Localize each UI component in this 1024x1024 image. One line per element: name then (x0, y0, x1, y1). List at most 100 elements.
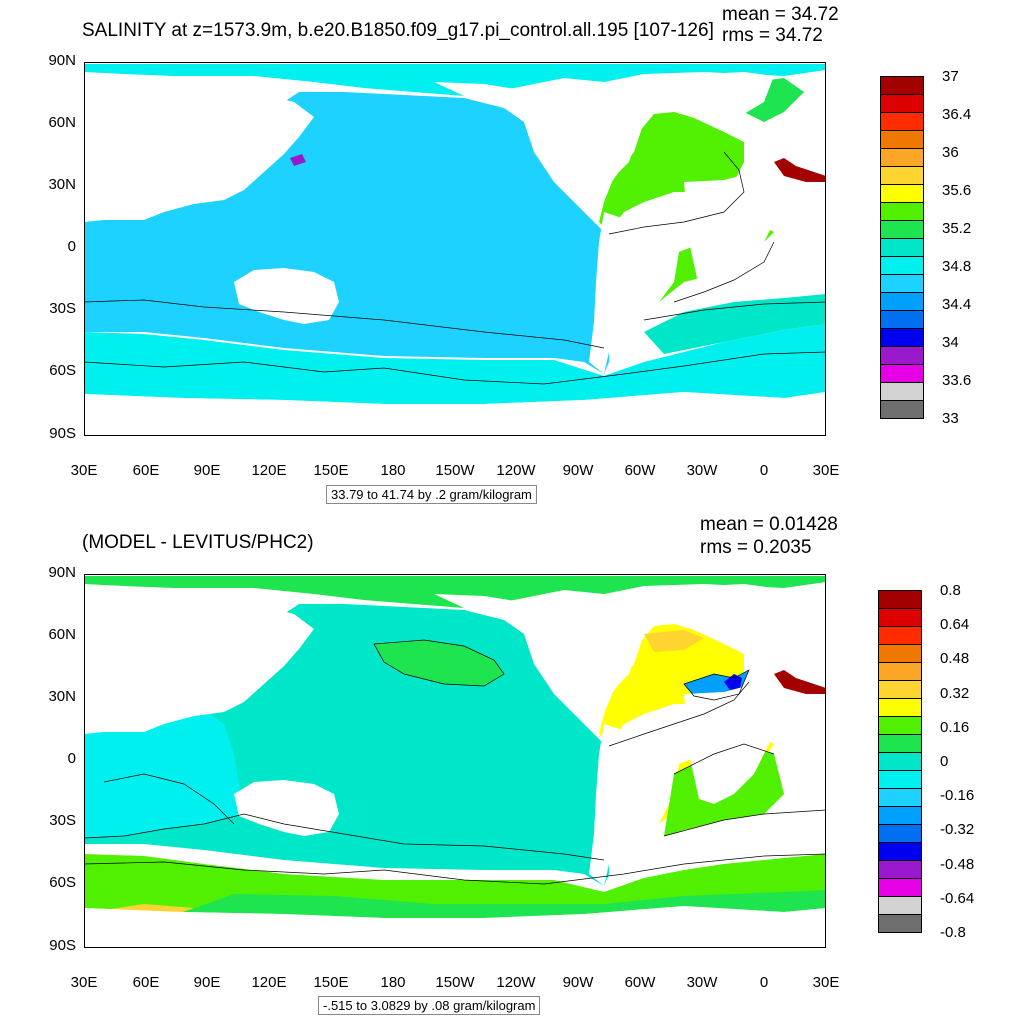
colorbar-label: 35.2 (942, 220, 972, 237)
x-tick-label: 90E (193, 462, 221, 479)
colorbar-box (880, 166, 924, 185)
y-tick-label: 0 (67, 750, 76, 767)
colorbar-box (878, 752, 922, 771)
colorbar-label: 36.4 (942, 106, 972, 123)
colorbar-box (880, 202, 924, 221)
y-tick-label: 60N (48, 114, 76, 131)
colorbar-label: -0.32 (940, 821, 975, 839)
colorbar-box (878, 608, 922, 627)
colorbar-box (878, 770, 922, 789)
x-tick-label: 30W (686, 974, 718, 991)
colorbar-label: 33.6 (942, 372, 972, 389)
x-tick-label: 60W (624, 974, 656, 991)
colorbar-label: -0.8 (940, 924, 966, 941)
panel-title: (MODEL - LEVITUS/PHC2) (82, 532, 314, 553)
x-tick-label: 150E (313, 974, 349, 991)
colorbar-box (880, 130, 924, 149)
mediterranean-outflow (774, 158, 826, 182)
x-tick-label: 180 (380, 974, 406, 991)
pacific-indian-ocean (84, 92, 609, 374)
contour-info-box: 33.79 to 41.74 by .2 gram/kilogram (326, 485, 537, 504)
y-tick-label: 30S (49, 300, 76, 317)
y-tick-label: 60N (48, 626, 76, 643)
colorbar-box (878, 590, 922, 609)
x-tick-label: 30W (686, 462, 718, 479)
colorbar-box (880, 364, 924, 383)
colorbar-label: 34.4 (942, 296, 972, 313)
greenland-land (704, 584, 774, 626)
panel-title: SALINITY at z=1573.9m, b.e20.B1850.f09_g… (82, 20, 714, 41)
colorbar-box (880, 274, 924, 293)
y-tick-label: 0 (67, 238, 76, 255)
contour-line (84, 853, 826, 885)
colorbar-box (878, 698, 922, 717)
colorbar-label: 35.6 (942, 182, 972, 199)
x-tick-label: 60E (132, 462, 160, 479)
greenland-land (704, 72, 774, 114)
colorbar-label: 0.16 (940, 718, 970, 736)
y-tick-label: 30S (49, 812, 76, 829)
y-tick-label: 30N (48, 176, 76, 193)
north-america-land (434, 82, 644, 202)
contour-line (84, 351, 826, 385)
okhotsk-patch (290, 154, 306, 166)
colorbar-box (880, 148, 924, 167)
contour-line (673, 743, 775, 775)
x-tick-label: 150W (435, 974, 475, 991)
colorbar-box (880, 256, 924, 275)
x-tick-label: 30E (812, 462, 840, 479)
x-tick-label: 90W (562, 462, 594, 479)
colorbar-label: 0.32 (940, 684, 970, 702)
eurasia-land (84, 586, 314, 734)
rms-label: rms = 0.2035 (700, 537, 812, 558)
x-tick-label: 30E (70, 462, 98, 479)
colorbar-box (878, 896, 922, 915)
x-tick-label: 60E (132, 974, 160, 991)
colorbar-label: 34 (942, 334, 959, 351)
southern-ocean-south (184, 890, 826, 918)
antarctica-land (84, 392, 826, 436)
y-tick-label: 90N (48, 564, 76, 581)
gulf-stream-core (724, 674, 742, 690)
rms-label: rms = 34.72 (722, 25, 823, 46)
contour-line (608, 681, 750, 747)
australia-land (234, 780, 339, 836)
difference-map (84, 576, 826, 948)
colorbar-label: 0.64 (940, 616, 970, 634)
antarctica-land (84, 906, 826, 948)
colorbar-box (880, 112, 924, 131)
colorbar-label: 34.8 (942, 258, 972, 275)
south-america-land (589, 212, 674, 374)
africa-land (684, 674, 784, 804)
africa-land (684, 162, 784, 292)
colorbar-box (878, 806, 922, 825)
x-tick-label: 90W (562, 974, 594, 991)
colorbar-box (880, 184, 924, 203)
colorbar-label: 0.8 (940, 582, 961, 599)
y-tick-label: 90S (49, 937, 76, 954)
colorbar-box (878, 716, 922, 735)
x-tick-label: 120W (496, 974, 536, 991)
colorbar-box (878, 914, 922, 933)
colorbar-box (880, 292, 924, 311)
x-tick-label: 30E (70, 974, 98, 991)
atlantic-ocean (599, 112, 744, 232)
north-america-land (434, 594, 644, 714)
eurasia-land (84, 74, 314, 222)
colorbar-label: 36 (942, 144, 959, 161)
x-tick-label: 180 (380, 462, 406, 479)
x-tick-label: 60W (624, 462, 656, 479)
arctic-ocean (84, 64, 826, 96)
y-tick-label: 90S (49, 425, 76, 442)
colorbar-label: -0.16 (940, 787, 975, 805)
colorbar-label: 37 (942, 68, 959, 85)
contour-line (643, 301, 826, 321)
labrador-orange (644, 630, 704, 652)
x-tick-label: 150W (435, 462, 475, 479)
australia-land (234, 268, 339, 324)
x-tick-label: 0 (759, 974, 769, 991)
y-tick-label: 30N (48, 688, 76, 705)
north-atlantic (599, 624, 744, 744)
colorbar-box (880, 328, 924, 347)
colorbar-box (878, 680, 922, 699)
